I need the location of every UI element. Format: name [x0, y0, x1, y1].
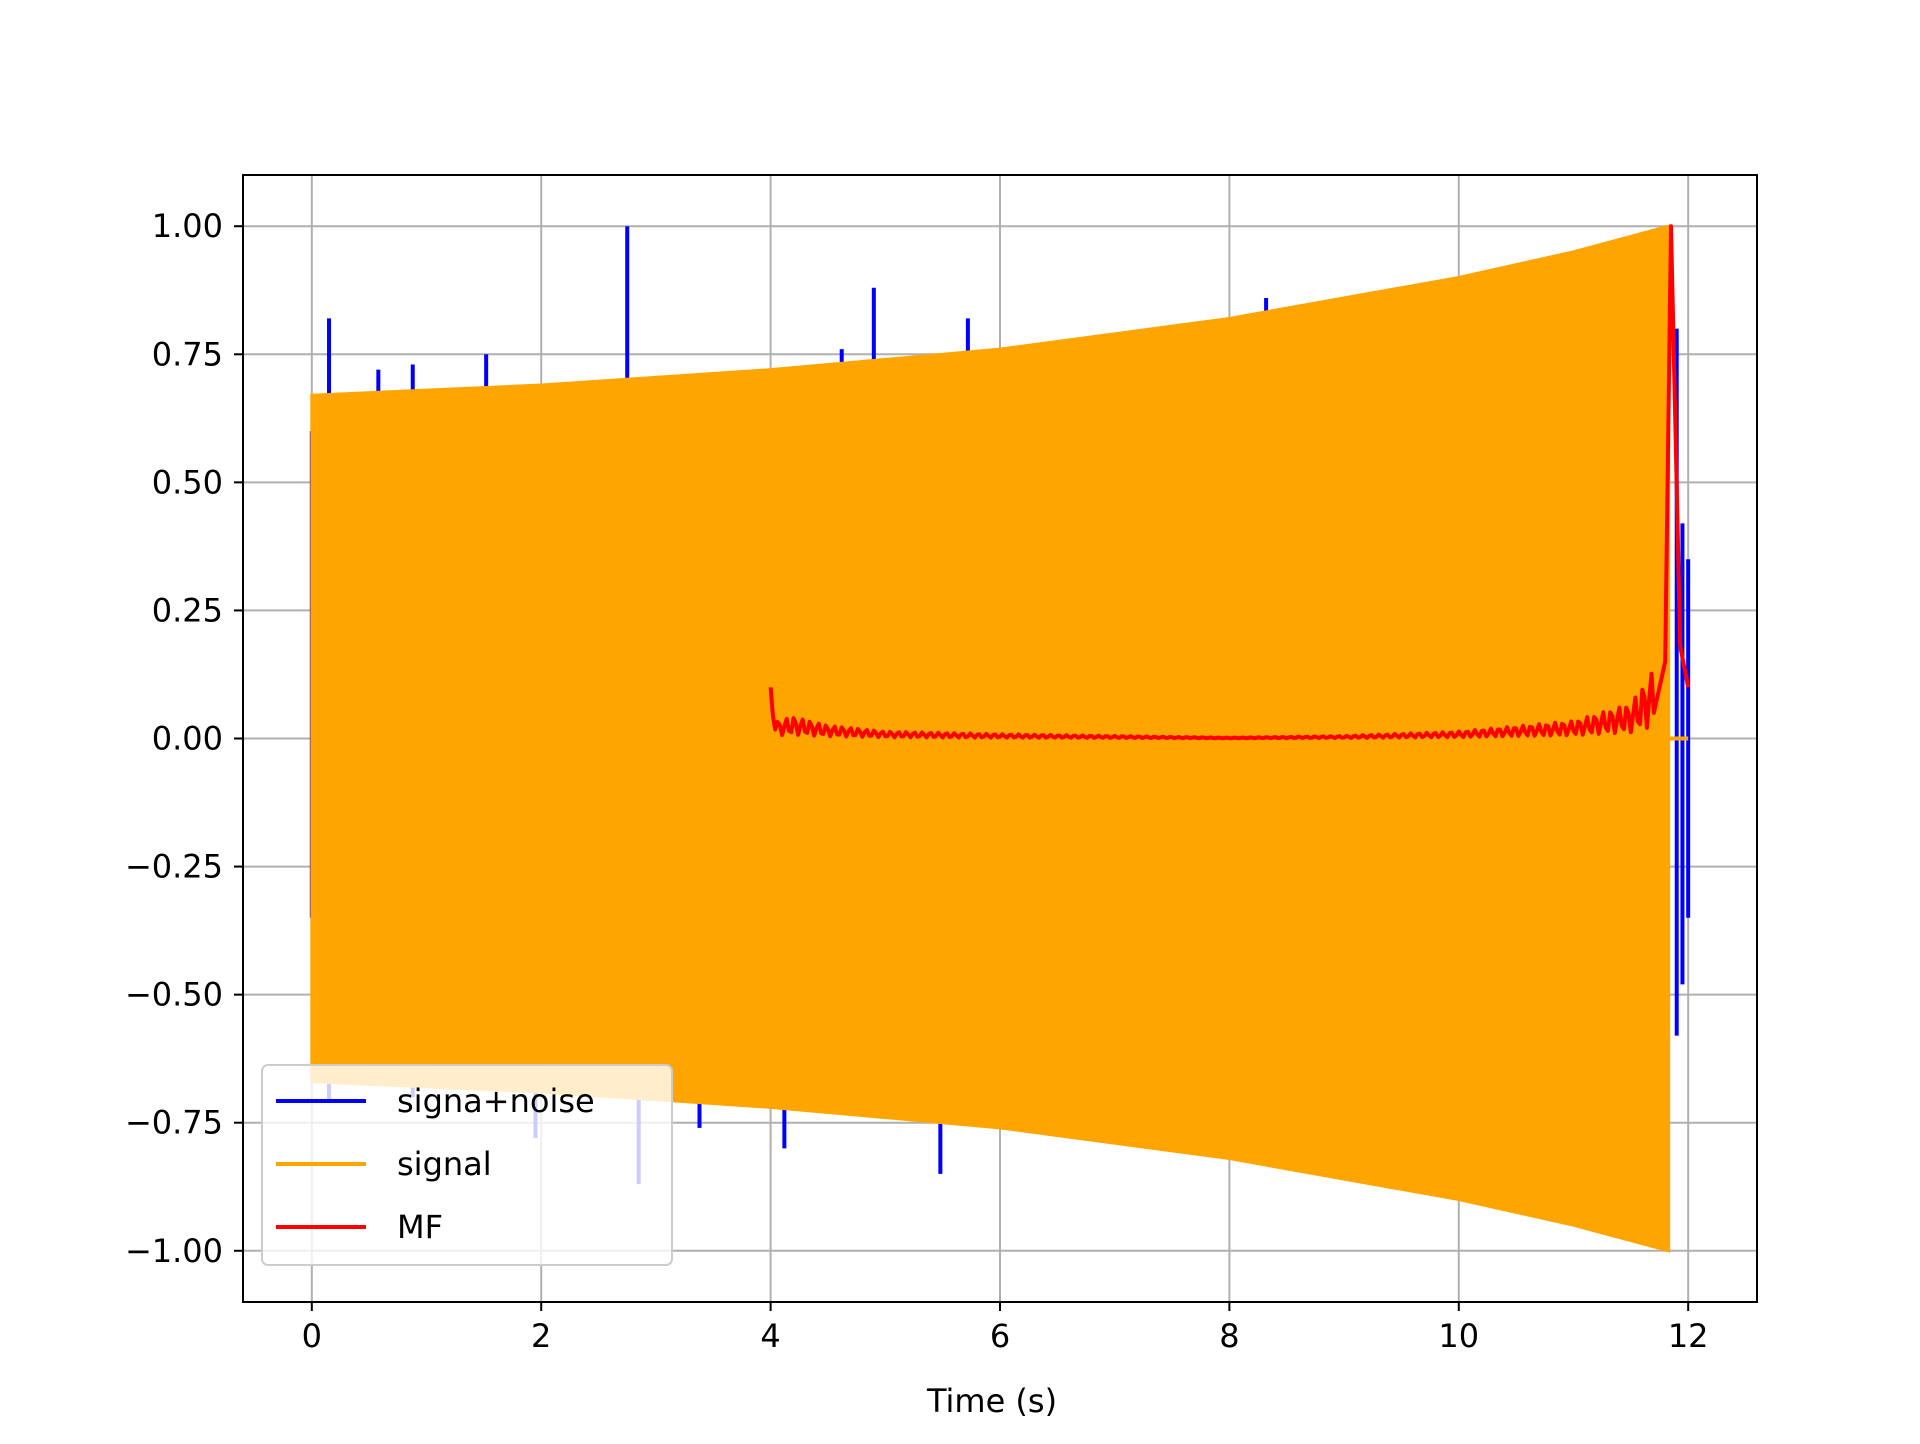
y-tick-label-6: 0.50	[152, 463, 223, 501]
x-tick-label-5: 10	[1438, 1317, 1479, 1355]
y-tick-label-1: −0.75	[125, 1104, 223, 1142]
legend[interactable]: signa+noise signal MF	[261, 1064, 673, 1266]
legend-box	[261, 1064, 673, 1266]
x-axis-label: Time (s)	[926, 1382, 1057, 1420]
y-tick-label-0: −1.00	[125, 1232, 223, 1270]
x-tick-label-2: 4	[760, 1317, 780, 1355]
x-tick-label-1: 2	[531, 1317, 551, 1355]
y-tick-label-7: 0.75	[152, 335, 223, 373]
x-tick-label-3: 6	[990, 1317, 1010, 1355]
y-tick-label-3: −0.25	[125, 848, 223, 886]
mf-line	[768, 224, 1691, 741]
data-layer	[309, 224, 1691, 1253]
x-tick-label-6: 12	[1668, 1317, 1709, 1355]
x-tick-label-4: 8	[1219, 1317, 1239, 1355]
y-tick-label-2: −0.50	[125, 976, 223, 1014]
series-mf	[768, 224, 1691, 741]
legend-label-1: signal	[397, 1145, 492, 1183]
y-tick-label-4: 0.00	[152, 720, 223, 758]
tick-labels: 0 2 4 6 8 10 12 −1.00 −0.75 −0.50 −0.25 0.00 0.25 0.5…	[125, 207, 1709, 1355]
y-tick-label-5: 0.25	[152, 591, 223, 629]
legend-label-0: signa+noise	[397, 1082, 595, 1120]
axes	[234, 174, 1758, 1311]
legend-label-2: MF	[397, 1208, 443, 1246]
y-tick-label-8: 1.00	[152, 207, 223, 245]
x-tick-label-0: 0	[302, 1317, 322, 1355]
